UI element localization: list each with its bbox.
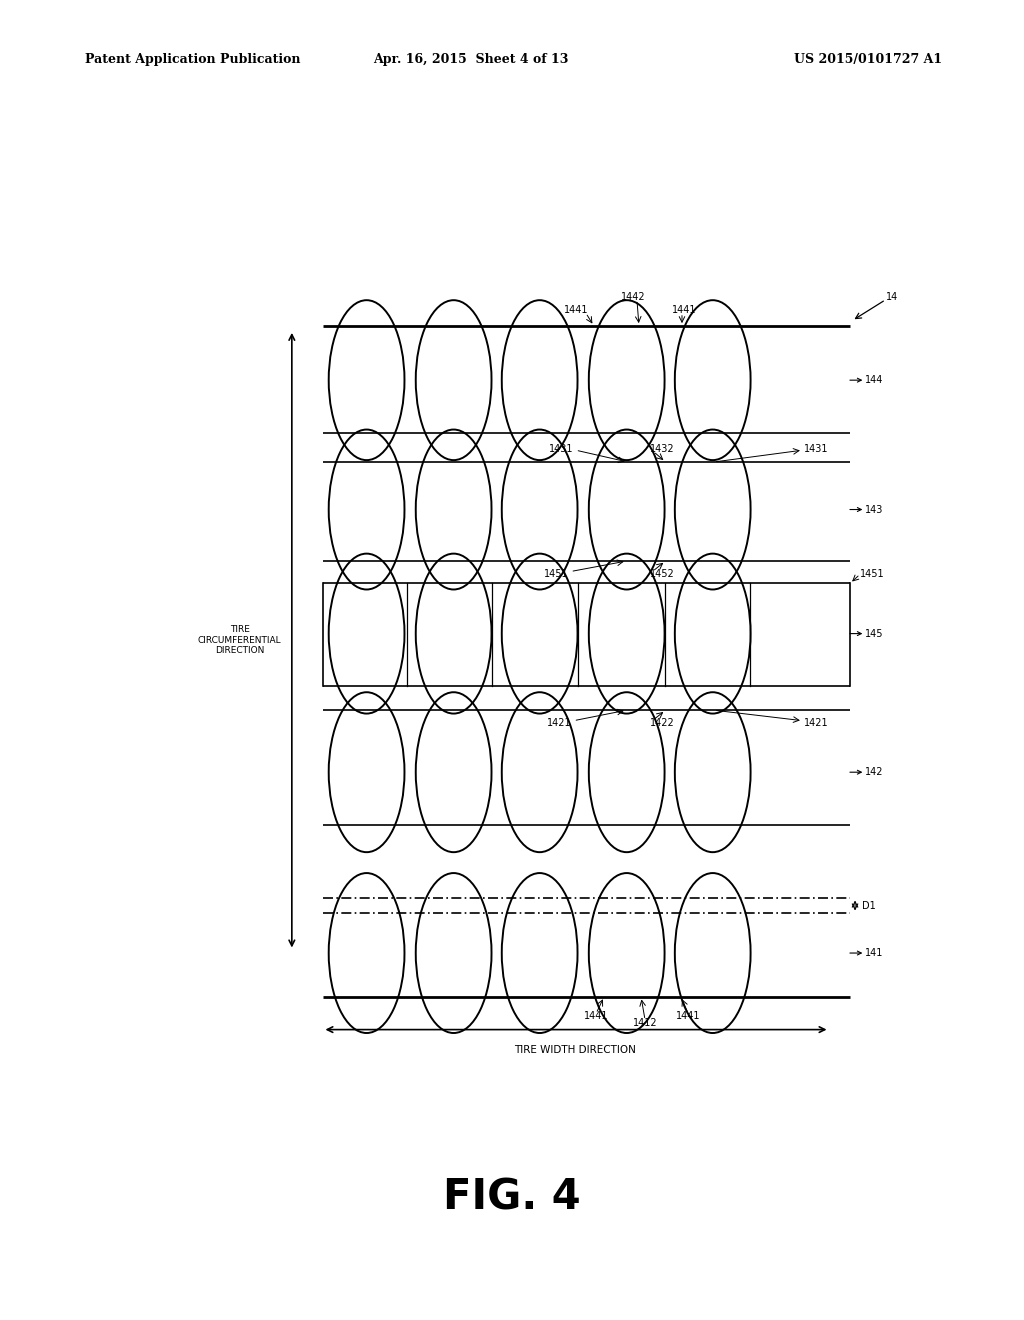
Text: Patent Application Publication: Patent Application Publication	[85, 53, 300, 66]
Text: 1441: 1441	[676, 1011, 700, 1022]
Text: 1441: 1441	[672, 305, 696, 315]
Text: 142: 142	[850, 767, 884, 777]
Text: 1451: 1451	[860, 569, 885, 579]
Text: 14: 14	[886, 292, 898, 302]
Text: 1441: 1441	[564, 305, 589, 315]
Text: 1441: 1441	[584, 1011, 608, 1022]
Text: Apr. 16, 2015  Sheet 4 of 13: Apr. 16, 2015 Sheet 4 of 13	[374, 53, 568, 66]
Text: 1432: 1432	[650, 444, 675, 454]
Text: 1412: 1412	[633, 1018, 657, 1028]
Text: 1452: 1452	[650, 569, 675, 579]
Text: 1431: 1431	[804, 444, 828, 454]
Text: 1421: 1421	[804, 718, 828, 729]
Text: FIG. 4: FIG. 4	[443, 1176, 581, 1218]
Text: 1451: 1451	[544, 569, 568, 579]
Text: TIRE WIDTH DIRECTION: TIRE WIDTH DIRECTION	[514, 1045, 637, 1056]
Text: 141: 141	[850, 948, 884, 958]
Text: 1421: 1421	[547, 718, 571, 729]
Text: 1442: 1442	[621, 292, 645, 302]
Text: 143: 143	[850, 504, 884, 515]
Text: D1: D1	[862, 900, 876, 911]
Text: 145: 145	[850, 628, 884, 639]
Text: 1422: 1422	[650, 718, 675, 729]
Text: TIRE
CIRCUMFERENTIAL
DIRECTION: TIRE CIRCUMFERENTIAL DIRECTION	[198, 626, 282, 655]
Text: US 2015/0101727 A1: US 2015/0101727 A1	[794, 53, 942, 66]
Text: 144: 144	[850, 375, 884, 385]
Text: 1431: 1431	[549, 444, 573, 454]
